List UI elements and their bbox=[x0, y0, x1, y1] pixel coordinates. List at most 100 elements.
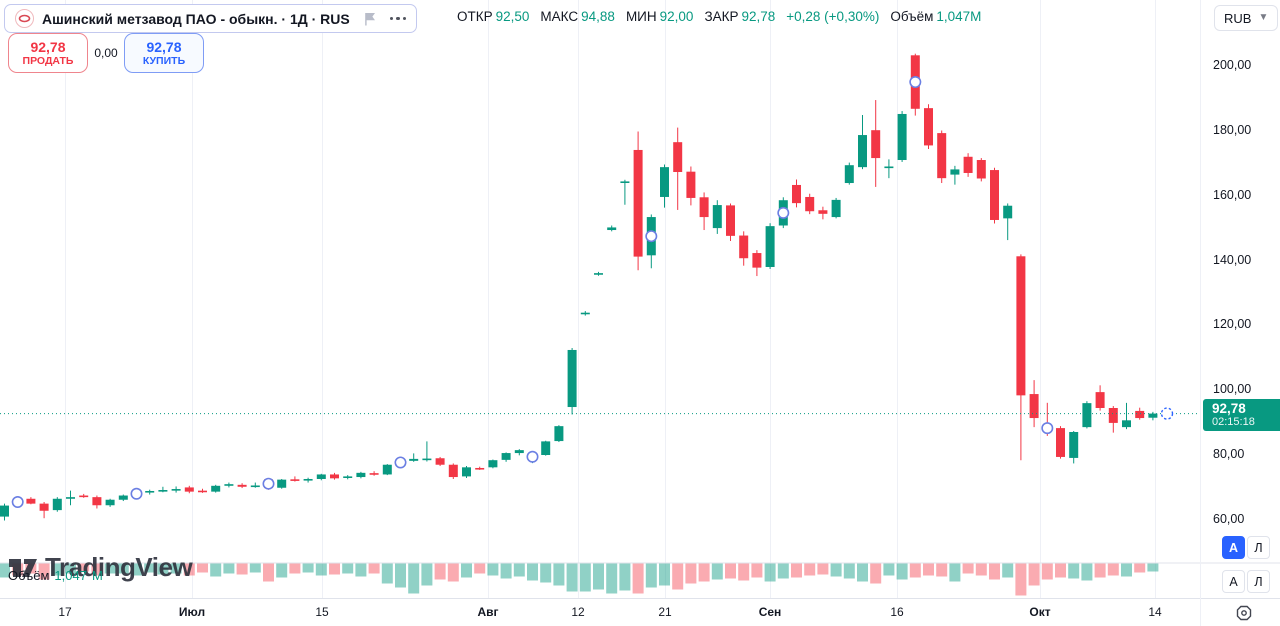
candle-body bbox=[818, 210, 828, 214]
candle-body bbox=[831, 199, 841, 218]
volume-bar bbox=[500, 563, 512, 579]
candle-body bbox=[976, 160, 986, 179]
candle-body bbox=[501, 453, 511, 460]
volume-bar bbox=[144, 563, 156, 573]
symbol-widget[interactable]: Ашинский метзавод ПАО - обыкн. · 1Д · RU… bbox=[4, 4, 418, 33]
open-value: 92,50 bbox=[495, 9, 530, 24]
volume-bar bbox=[408, 563, 420, 594]
ohlc-legend: ОТКР 92,50 МАКС 94,88 МИН 92,00 ЗАКР 92,78 +… bbox=[457, 9, 981, 24]
scale-auto-button[interactable]: А bbox=[1222, 536, 1245, 559]
volume-bar bbox=[210, 563, 222, 577]
candle-body bbox=[356, 472, 366, 478]
volume-bar bbox=[170, 563, 182, 574]
candle-body bbox=[290, 479, 300, 481]
candle-body bbox=[924, 108, 933, 146]
candle-body bbox=[382, 464, 392, 475]
candle-body bbox=[1082, 403, 1092, 428]
volume-bar bbox=[672, 563, 684, 590]
candle-body bbox=[752, 253, 762, 268]
candle-body bbox=[316, 474, 326, 479]
candle-body bbox=[250, 485, 260, 488]
candle-body bbox=[963, 156, 973, 173]
volume-bar bbox=[395, 563, 406, 588]
candle-body bbox=[105, 499, 115, 506]
price-axis-label: 180,00 bbox=[1213, 122, 1252, 137]
price-badge: 92,78 02:15:18 bbox=[1203, 398, 1280, 431]
volume-bar bbox=[843, 563, 855, 579]
scale-log-button[interactable]: Л bbox=[1247, 536, 1270, 559]
candle-body bbox=[633, 149, 643, 257]
flag-icon[interactable] bbox=[364, 12, 376, 26]
close-label: ЗАКР bbox=[704, 9, 739, 24]
tradingview-watermark: TradingView bbox=[8, 552, 193, 583]
price-axis-label: 60,00 bbox=[1213, 511, 1245, 526]
event-marker-icon bbox=[645, 230, 658, 243]
volume-bar bbox=[447, 563, 459, 582]
candle-body bbox=[712, 205, 722, 229]
time-axis[interactable]: 17 Июл 15 Авг 12 21 Сен 16 Окт 14 bbox=[0, 598, 1280, 626]
volume-bar bbox=[487, 563, 499, 576]
event-marker-icon bbox=[262, 477, 275, 490]
event-marker-icon bbox=[909, 76, 922, 89]
buy-button[interactable]: 92,78 КУПИТЬ bbox=[124, 33, 204, 73]
volume-bar bbox=[104, 563, 116, 574]
price-axis-label: 80,00 bbox=[1213, 447, 1245, 461]
volume-bar bbox=[513, 563, 525, 577]
volume-bar bbox=[685, 563, 697, 584]
candle-body bbox=[950, 169, 960, 175]
event-marker-icon bbox=[130, 487, 143, 500]
volume-bar bbox=[461, 563, 472, 578]
volume-bar bbox=[368, 563, 380, 574]
candle-body bbox=[369, 473, 379, 475]
candle-body bbox=[26, 498, 36, 504]
candle-body bbox=[594, 273, 603, 275]
buy-label: КУПИТЬ bbox=[142, 55, 186, 68]
volume-bar bbox=[619, 563, 631, 591]
volume-bar bbox=[91, 563, 103, 576]
volume-bar bbox=[1081, 563, 1093, 581]
volume-scale-log-button[interactable]: Л bbox=[1247, 570, 1270, 593]
volume-scale-auto-button[interactable]: А bbox=[1222, 570, 1245, 593]
volume-bar bbox=[764, 563, 776, 582]
volume-bar bbox=[1041, 563, 1053, 580]
currency-value: RUB bbox=[1224, 10, 1252, 26]
event-marker-icon bbox=[526, 450, 539, 463]
volume-value: 1,047M bbox=[936, 9, 982, 24]
candle-body bbox=[990, 170, 999, 220]
candle-body bbox=[607, 227, 617, 231]
volume-legend-label: Объём bbox=[8, 568, 50, 583]
volume-bar bbox=[1002, 563, 1014, 578]
low-value: 92,00 bbox=[659, 9, 694, 24]
volume-bar bbox=[751, 563, 763, 578]
volume-legend-value: 1,047 bbox=[54, 568, 87, 583]
candle-body bbox=[739, 235, 749, 259]
more-options-icon[interactable] bbox=[389, 16, 407, 21]
volume-bar bbox=[1068, 563, 1080, 579]
candle-body bbox=[1135, 410, 1145, 419]
event-marker-icon bbox=[394, 456, 407, 469]
volume-bar bbox=[593, 563, 604, 590]
candle-body bbox=[858, 135, 867, 168]
volume-bar bbox=[421, 563, 433, 586]
candle-body bbox=[211, 485, 221, 492]
volume-bar bbox=[434, 563, 446, 580]
candle-body bbox=[514, 450, 524, 454]
candle-body bbox=[184, 487, 194, 492]
time-axis-label: Окт bbox=[1029, 605, 1051, 619]
candle-body bbox=[52, 498, 62, 511]
volume-bar bbox=[883, 563, 895, 576]
axis-settings-icon[interactable] bbox=[1235, 604, 1253, 626]
sell-button[interactable]: 92,78 ПРОДАТЬ bbox=[8, 33, 88, 73]
candle-body bbox=[1056, 428, 1065, 457]
candle-body bbox=[303, 478, 313, 481]
candle-body bbox=[343, 476, 353, 478]
currency-selector[interactable]: RUB ▼ bbox=[1214, 5, 1279, 31]
price-badge-value: 92,78 bbox=[1212, 400, 1246, 416]
candle-body bbox=[1122, 420, 1131, 428]
volume-bar bbox=[223, 563, 235, 574]
price-axis[interactable]: 200,00 180,00 160,00 140,00 120,00 100,00 80,0… bbox=[1200, 0, 1280, 598]
volume-bar bbox=[1107, 563, 1119, 576]
price-axis-label: 140,00 bbox=[1213, 252, 1252, 267]
